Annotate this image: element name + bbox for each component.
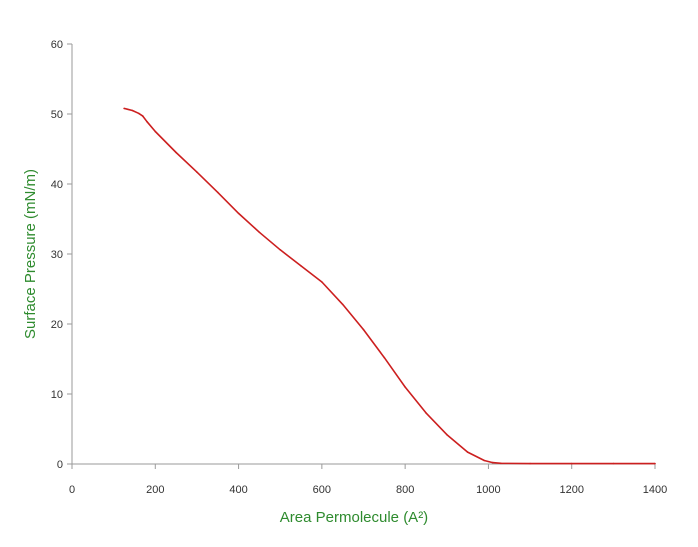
y-tick-label: 60 bbox=[51, 39, 63, 51]
x-tick-label: 400 bbox=[229, 484, 247, 496]
y-tick-label: 10 bbox=[51, 389, 63, 401]
y-tick-label: 50 bbox=[51, 109, 63, 121]
data-point bbox=[383, 356, 386, 359]
data-point bbox=[529, 462, 531, 465]
data-point bbox=[466, 451, 469, 453]
y-tick-label: 30 bbox=[51, 249, 63, 261]
data-point bbox=[217, 191, 219, 194]
y-tick-label: 20 bbox=[51, 319, 63, 331]
data-point bbox=[570, 462, 573, 465]
y-tick-label: 0 bbox=[57, 459, 63, 471]
x-tick-label: 0 bbox=[69, 484, 75, 496]
data-point bbox=[321, 281, 323, 283]
series-line bbox=[123, 107, 655, 465]
data-point bbox=[279, 249, 282, 251]
data-point bbox=[483, 459, 486, 462]
data-point bbox=[446, 433, 448, 436]
y-axis: 0 10 20 30 40 50 60 bbox=[51, 39, 73, 471]
data-point bbox=[131, 109, 134, 112]
x-tick-label: 1400 bbox=[643, 484, 667, 496]
data-point bbox=[258, 231, 261, 234]
data-point bbox=[237, 212, 240, 215]
y-tick-label: 40 bbox=[51, 179, 63, 191]
data-point bbox=[146, 120, 148, 123]
data-point bbox=[196, 171, 198, 173]
data-point bbox=[154, 130, 157, 133]
data-point bbox=[404, 386, 406, 388]
data-point bbox=[142, 115, 144, 117]
x-axis: 0 200 400 600 800 1000 1200 1400 bbox=[69, 463, 667, 496]
x-tick-label: 200 bbox=[146, 484, 164, 496]
data-point bbox=[612, 462, 615, 465]
x-tick-label: 1200 bbox=[559, 484, 583, 496]
x-axis-title: Area Permolecule (A²) bbox=[280, 509, 428, 526]
data-point bbox=[137, 112, 140, 115]
data-point bbox=[123, 107, 125, 110]
data-point bbox=[654, 462, 656, 465]
y-axis-title: Surface Pressure (mN/m) bbox=[22, 169, 39, 339]
data-point bbox=[362, 328, 365, 331]
x-tick-label: 1000 bbox=[476, 484, 500, 496]
series-layer bbox=[123, 107, 656, 465]
data-point bbox=[341, 303, 344, 306]
data-point bbox=[300, 265, 302, 267]
data-point bbox=[491, 461, 494, 464]
data-point bbox=[175, 151, 177, 154]
data-point bbox=[425, 412, 427, 414]
data-point bbox=[500, 462, 502, 465]
x-tick-label: 600 bbox=[313, 484, 331, 496]
x-tick-label: 800 bbox=[396, 484, 414, 496]
